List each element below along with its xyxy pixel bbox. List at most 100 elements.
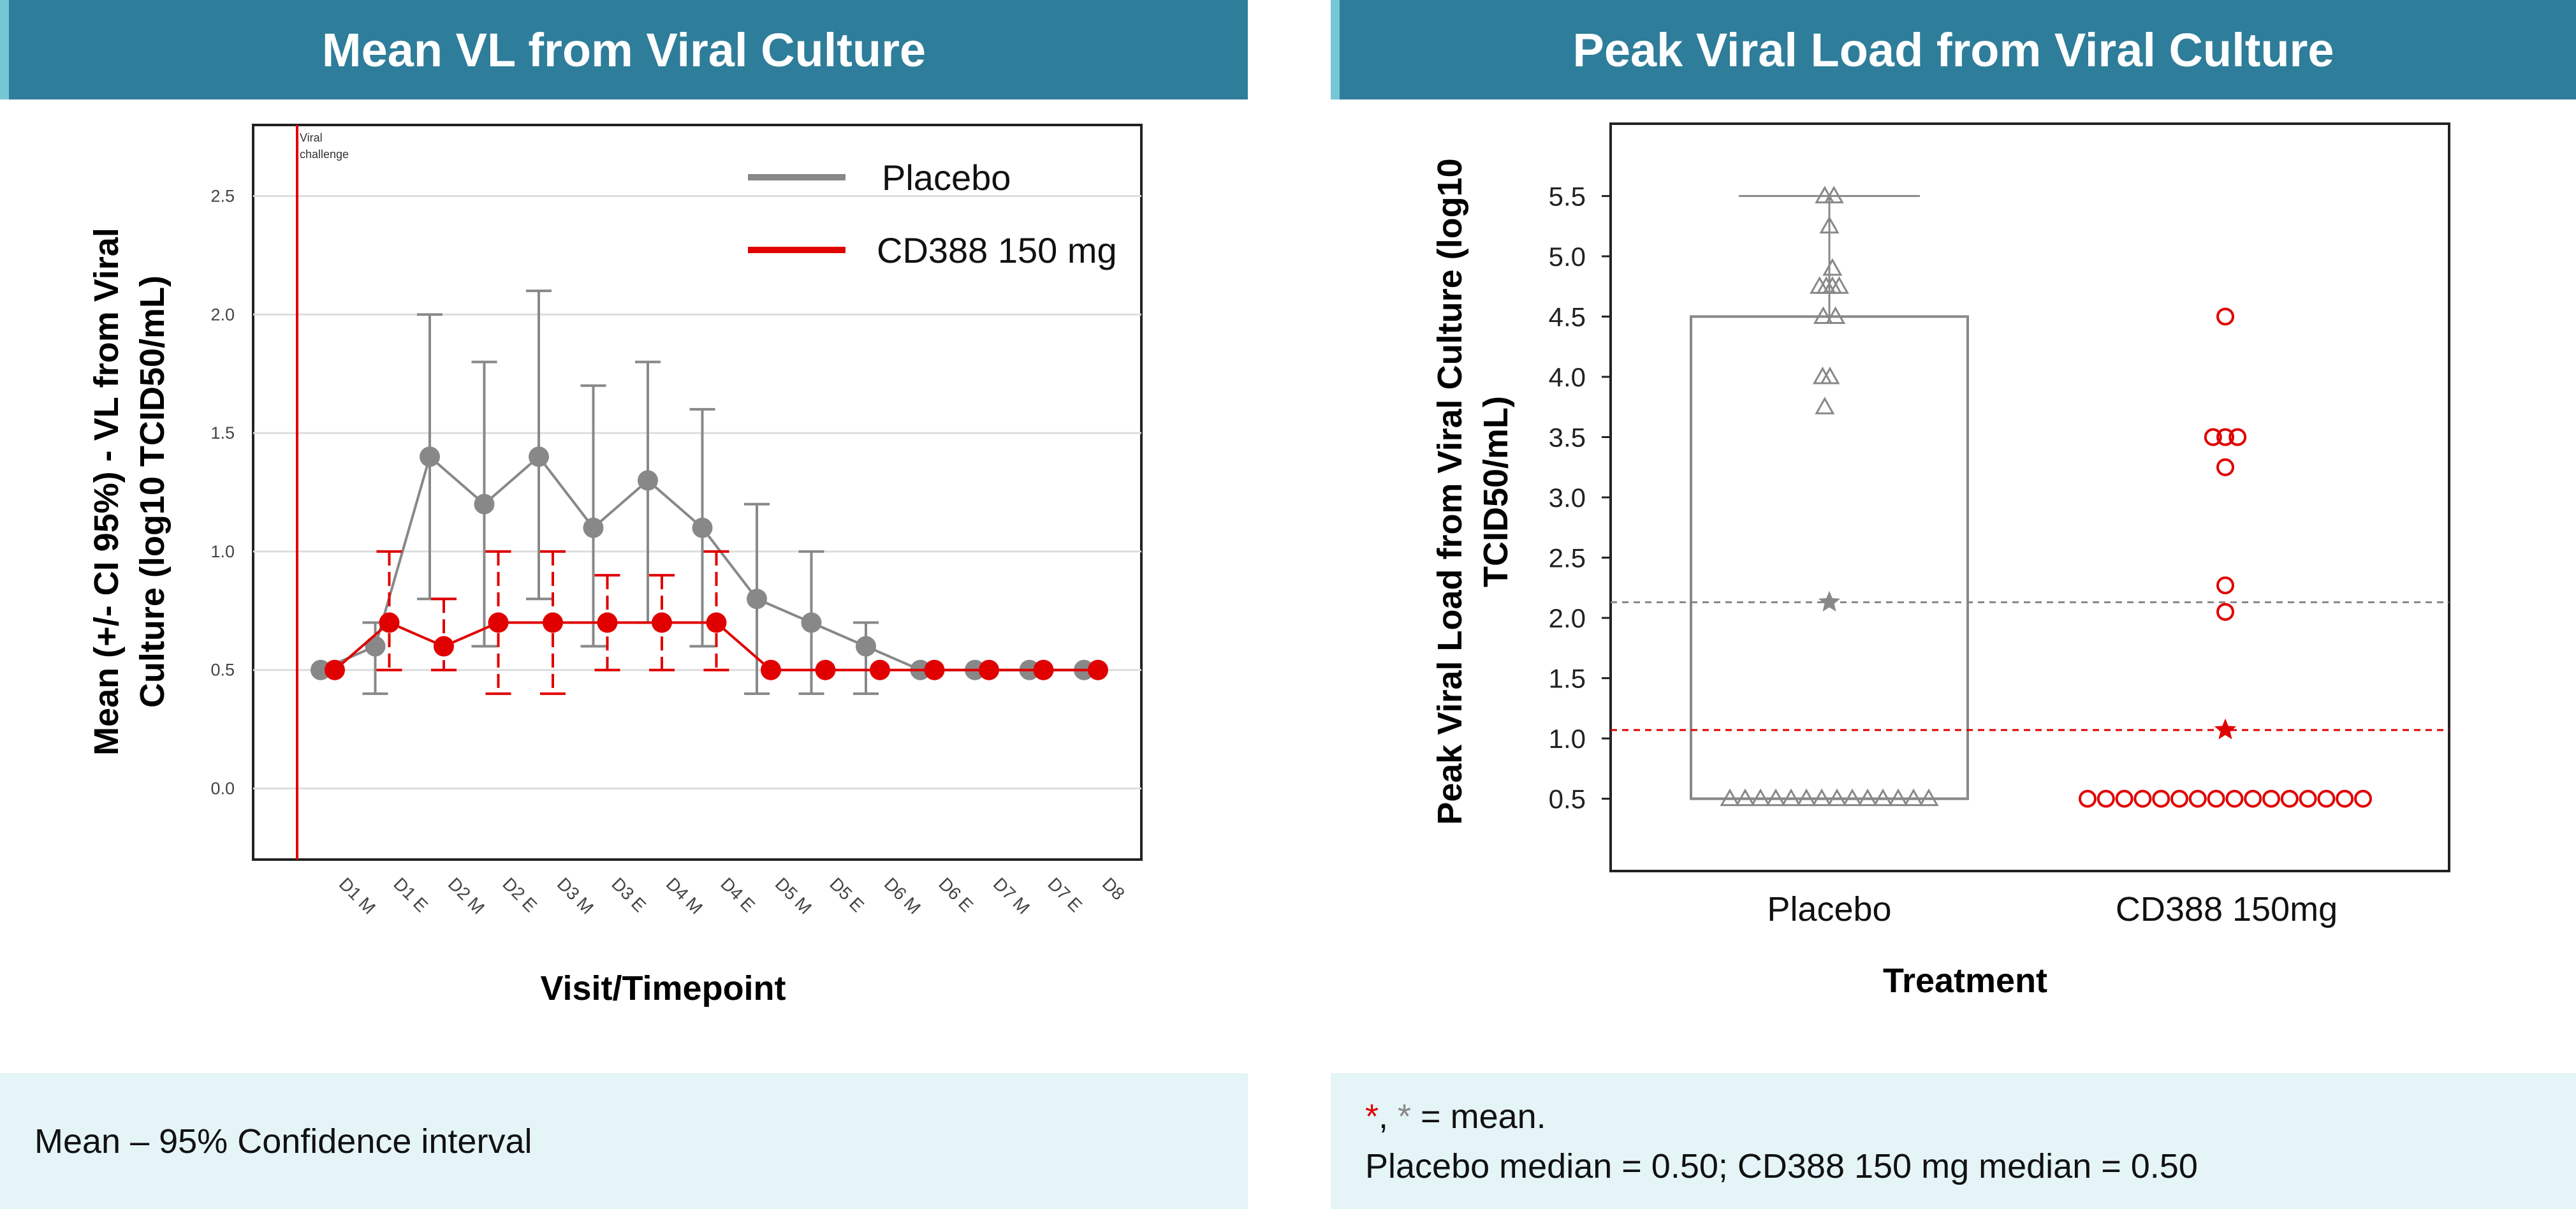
x-tick-label: D6 E [935, 874, 977, 916]
x-axis-title: Treatment [1883, 962, 2047, 1000]
y-tick-label: 4.5 [1549, 302, 1586, 332]
data-point [1888, 788, 1908, 807]
x-tick-label: Placebo [1767, 890, 1891, 928]
y-tick-label: 1.5 [1549, 664, 1586, 694]
data-point [924, 659, 945, 680]
legend-label: CD388 150 mg [877, 230, 1117, 270]
data-point [1781, 788, 1801, 807]
data-point [692, 517, 713, 538]
data-point [2170, 789, 2188, 808]
right-footnote: *, * = mean. Placebo median = 0.50; CD38… [1331, 1073, 2576, 1209]
data-point [870, 659, 890, 680]
data-point [1796, 788, 1817, 807]
header-accent [1331, 0, 1340, 99]
right-panel-header: Peak Viral Load from Viral Culture [1331, 0, 2576, 99]
data-point [856, 636, 876, 657]
data-point [2152, 789, 2170, 808]
data-point [1766, 788, 1786, 807]
data-point [488, 612, 509, 633]
data-point [747, 589, 767, 610]
data-point [638, 470, 658, 491]
data-point [1813, 306, 1833, 324]
y-tick-label: 3.5 [1549, 422, 1586, 452]
data-point [1811, 788, 1832, 807]
legend-label: Placebo [882, 158, 1011, 198]
data-point [1826, 306, 1846, 324]
data-point [1873, 788, 1893, 807]
data-point [2216, 307, 2234, 326]
red-star-symbol: * [1365, 1097, 1379, 1136]
y-tick-label: 5.0 [1549, 242, 1586, 272]
cd388-series [325, 550, 1108, 695]
plot-frame [252, 124, 1143, 861]
data-point [1919, 788, 1939, 807]
data-point [474, 494, 495, 515]
gray-star-symbol: * [1398, 1097, 1412, 1136]
header-accent [0, 0, 9, 99]
y-tick-label: 1.0 [1549, 724, 1586, 754]
data-point [1822, 258, 1843, 276]
y-tick-label: 3.0 [1549, 483, 1586, 513]
x-tick-label: D5 M [772, 874, 816, 918]
x-tick-label: D2 E [499, 874, 541, 916]
data-point [2133, 789, 2152, 808]
cd388-group [1611, 307, 2449, 808]
y-tick-label: 4.0 [1549, 362, 1586, 392]
x-tick-label: D3 E [608, 874, 650, 916]
y-axis-title: TCID50/mL) [1477, 396, 1515, 587]
data-point [1824, 186, 1844, 203]
mean-legend-line: *, * = mean. [1365, 1092, 2576, 1141]
data-point [2225, 789, 2244, 808]
data-point [2228, 428, 2247, 446]
mean-marker [1818, 590, 1841, 612]
data-point [311, 659, 331, 680]
y-axis-title: Peak Viral Load from Viral Culture (log1… [1431, 158, 1469, 824]
data-point [2216, 603, 2234, 621]
x-tick-label: D8 [1099, 874, 1129, 904]
data-point [1827, 788, 1847, 807]
x-tick-label: D7 E [1044, 874, 1086, 916]
y-tick-label: 2.5 [1549, 543, 1586, 573]
y-tick-label: 1.5 [210, 423, 235, 443]
y-tick-label: 5.5 [1549, 181, 1586, 211]
data-point [1842, 788, 1862, 807]
data-point [583, 517, 604, 538]
data-point [420, 446, 440, 467]
star-separator: , [1379, 1097, 1398, 1136]
mean-vl-line-chart: 0.0 0.5 1.0 1.5 2.0 2.5 Viral challenge D1 M D1 E… [87, 124, 1143, 1007]
y-tick-label: 0.0 [210, 779, 235, 798]
data-point [1033, 659, 1054, 680]
data-point [2299, 789, 2317, 808]
data-point [1820, 366, 1840, 385]
data-point [815, 659, 836, 680]
data-point [2280, 789, 2299, 808]
x-tick-label: D4 E [717, 874, 759, 916]
data-point [1857, 788, 1878, 807]
y-tick-label: 1.0 [210, 542, 235, 561]
x-tick-label: D4 M [662, 874, 706, 918]
data-point [1829, 276, 1849, 294]
x-tick-label: D1 E [390, 874, 432, 916]
left-panel-header: Mean VL from Viral Culture [0, 0, 1248, 99]
data-point [801, 612, 822, 633]
data-point [325, 659, 345, 680]
median-footnote-text: Placebo median = 0.50; CD388 150 mg medi… [1365, 1147, 2198, 1185]
data-point [543, 612, 563, 633]
viral-challenge-annotation: challenge [300, 148, 349, 161]
data-point [706, 612, 727, 633]
x-tick-label: D5 E [826, 874, 868, 916]
data-point [1088, 659, 1108, 680]
peak-vl-box-plot: 0.5 1.0 1.5 2.0 2.5 3.0 3.5 4.0 4.5 5.0 5.5 Placebo… [1431, 122, 2450, 1000]
data-point [2244, 789, 2262, 808]
viral-challenge-annotation: Viral [300, 131, 323, 144]
data-point [979, 659, 999, 680]
x-tick-label: CD388 150mg [2116, 890, 2338, 928]
y-tick-label: 2.5 [210, 186, 235, 205]
data-point [2216, 576, 2234, 594]
data-point [2216, 458, 2234, 476]
data-point [434, 636, 454, 657]
data-point [2115, 789, 2133, 808]
left-panel-title: Mean VL from Viral Culture [321, 23, 926, 77]
placebo-series [311, 289, 1094, 695]
data-point [761, 659, 781, 680]
